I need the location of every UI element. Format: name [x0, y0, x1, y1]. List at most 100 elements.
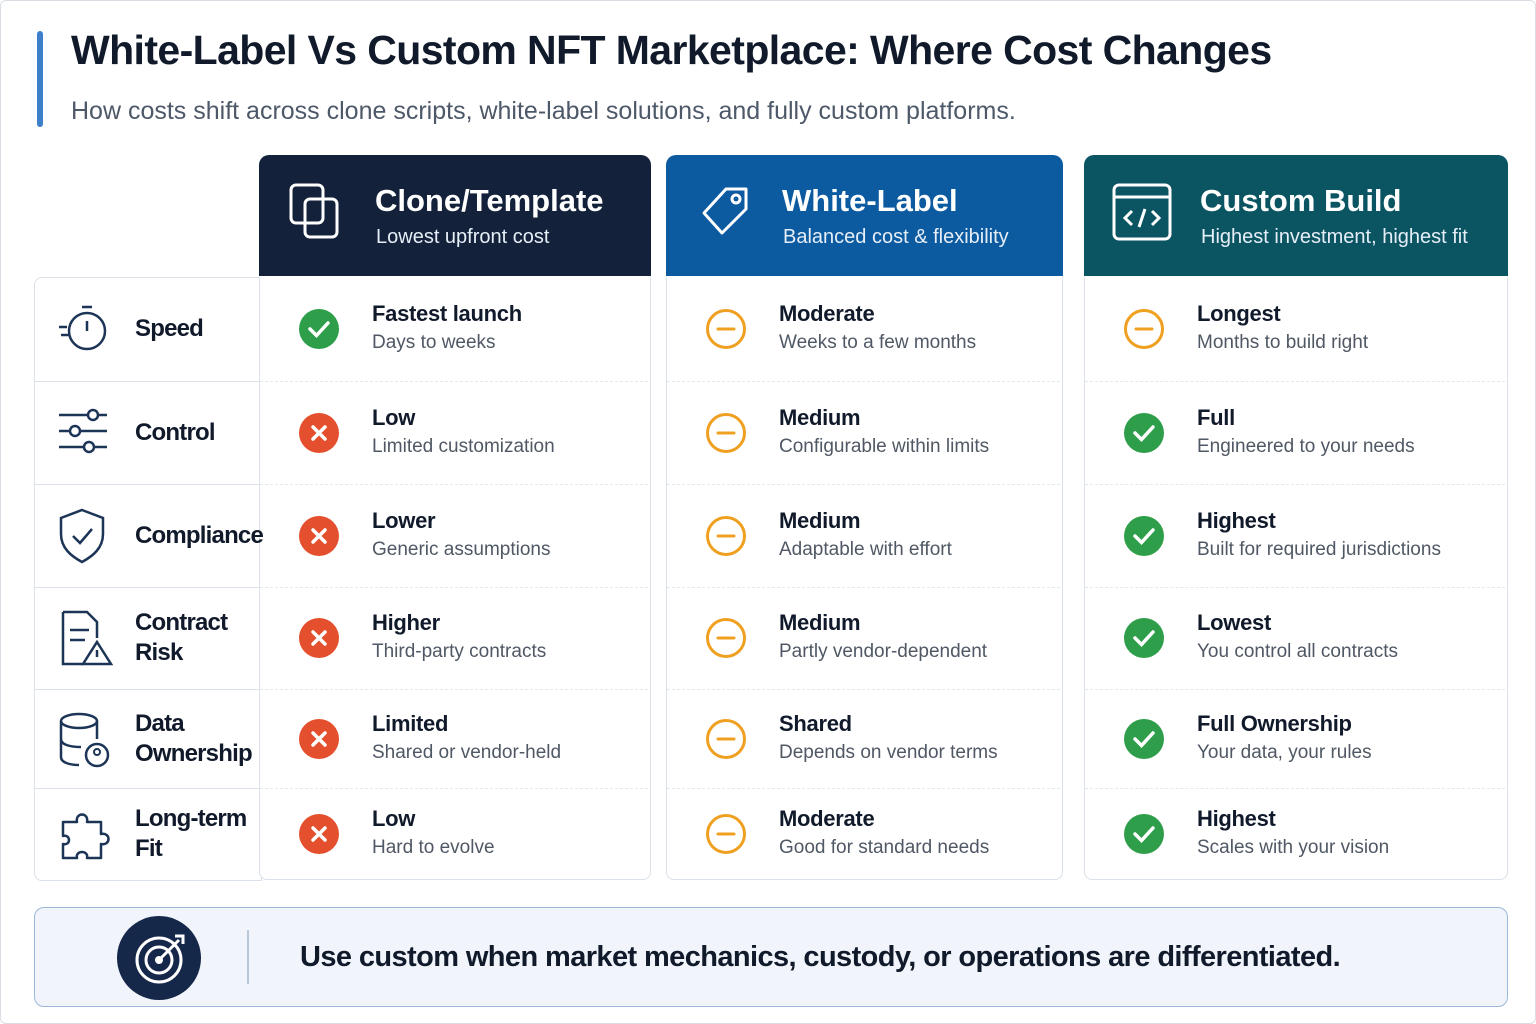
status-icon [299, 813, 339, 854]
footer-text: Use custom when market mechanics, custod… [300, 941, 1341, 973]
cell-title: Moderate [779, 805, 875, 831]
row-separator [1085, 689, 1505, 690]
cell-detail: Partly vendor-dependent [779, 641, 988, 662]
column-subtitle: Highest investment, highest fit [1201, 226, 1468, 248]
column-body [666, 277, 1063, 880]
row-separator [35, 484, 260, 485]
column-body [259, 277, 651, 880]
status-icon [706, 309, 746, 349]
status-icon [706, 813, 746, 854]
cell-title: Higher [372, 610, 440, 635]
status-icon [1124, 412, 1164, 453]
cell-title: Fastest launch [372, 301, 522, 326]
row-separator [667, 788, 1060, 789]
title: White-Label Vs Custom NFT Marketplace: W… [71, 27, 1272, 73]
status-icon [1124, 813, 1164, 854]
row-icon [61, 812, 110, 859]
row-separator [667, 381, 1060, 382]
status-icon [299, 412, 339, 453]
row-separator [260, 788, 648, 789]
row-label: Long-term Fit [135, 804, 247, 862]
cell-detail: Weeks to a few months [779, 332, 977, 353]
status-icon [299, 515, 339, 556]
divider [247, 930, 249, 984]
accent-bar [37, 31, 43, 127]
cell-title: Highest [1197, 507, 1276, 533]
row-label: Contract Risk [135, 609, 228, 666]
row-separator [667, 689, 1060, 690]
row-separator [35, 689, 260, 690]
row-icon [59, 712, 110, 767]
cell-title: Highest [1197, 805, 1276, 831]
label-column [34, 277, 262, 881]
row-label: Data Ownership [135, 709, 253, 767]
column-icon [289, 183, 339, 239]
cell-detail: You control all contracts [1197, 641, 1399, 662]
subtitle: How costs shift across clone scripts, wh… [71, 97, 1016, 125]
cell-detail: Built for required jurisdictions [1197, 538, 1441, 560]
cell-title: Shared [779, 710, 852, 736]
row-separator [1085, 587, 1505, 588]
target-icon [117, 916, 201, 1000]
row-label: Compliance [135, 521, 264, 549]
status-icon [706, 618, 746, 658]
status-icon [299, 618, 339, 658]
status-icon [706, 718, 746, 759]
cell-title: Low [372, 805, 416, 831]
row-separator [260, 689, 648, 690]
row-icon [59, 508, 105, 563]
cell-title: Lowest [1197, 610, 1271, 635]
cell-title: Low [372, 404, 416, 430]
row-separator [35, 381, 260, 382]
status-icon [706, 412, 746, 453]
column-subtitle: Balanced cost & flexibility [783, 226, 1009, 248]
cell-detail: Your data, your rules [1197, 741, 1372, 763]
row-separator [260, 381, 648, 382]
row-separator [1085, 484, 1505, 485]
status-icon [706, 515, 746, 556]
row-separator [35, 788, 260, 789]
column-title: Custom Build [1200, 183, 1402, 218]
row-separator [260, 484, 648, 485]
cell-title: Moderate [779, 301, 875, 326]
status-icon [1124, 718, 1164, 759]
cell-detail: Generic assumptions [372, 538, 551, 560]
cell-detail: Configurable within limits [779, 435, 990, 457]
cell-title: Medium [779, 404, 861, 430]
cell-detail: Shared or vendor-held [372, 741, 562, 763]
column-icon [702, 187, 748, 235]
row-label: Control [135, 418, 216, 446]
cell-title: Medium [779, 610, 861, 635]
row-icon [59, 305, 107, 351]
cell-title: Limited [372, 710, 449, 736]
row-separator [667, 587, 1060, 588]
cell-detail: Limited customization [372, 435, 555, 457]
cell-detail: Depends on vendor terms [779, 741, 998, 763]
column-body [1084, 277, 1508, 880]
status-icon [299, 718, 339, 759]
column-title: Clone/Template [375, 183, 604, 218]
cell-detail: Good for standard needs [779, 836, 990, 858]
row-separator [1085, 381, 1505, 382]
row-separator [667, 484, 1060, 485]
cell-detail: Days to weeks [372, 332, 496, 353]
footer-box: Use custom when market mechanics, custod… [34, 907, 1508, 1007]
status-icon [1124, 309, 1164, 349]
row-separator [260, 587, 648, 588]
row-separator [35, 587, 260, 588]
cell-detail: Scales with your vision [1197, 836, 1390, 858]
cell-title: Lower [372, 507, 436, 533]
row-separator [1085, 788, 1505, 789]
cell-detail: Engineered to your needs [1197, 435, 1415, 457]
status-icon [1124, 618, 1164, 658]
cell-detail: Adaptable with effort [779, 538, 952, 560]
column-subtitle: Lowest upfront cost [376, 226, 550, 248]
cell-title: Full Ownership [1197, 710, 1352, 736]
column-header [666, 155, 1063, 276]
cell-detail: Hard to evolve [372, 836, 495, 858]
cell-detail: Months to build right [1197, 332, 1369, 353]
cell-detail: Third-party contracts [372, 641, 547, 662]
status-icon [299, 309, 339, 349]
column-title: White-Label [782, 183, 958, 218]
